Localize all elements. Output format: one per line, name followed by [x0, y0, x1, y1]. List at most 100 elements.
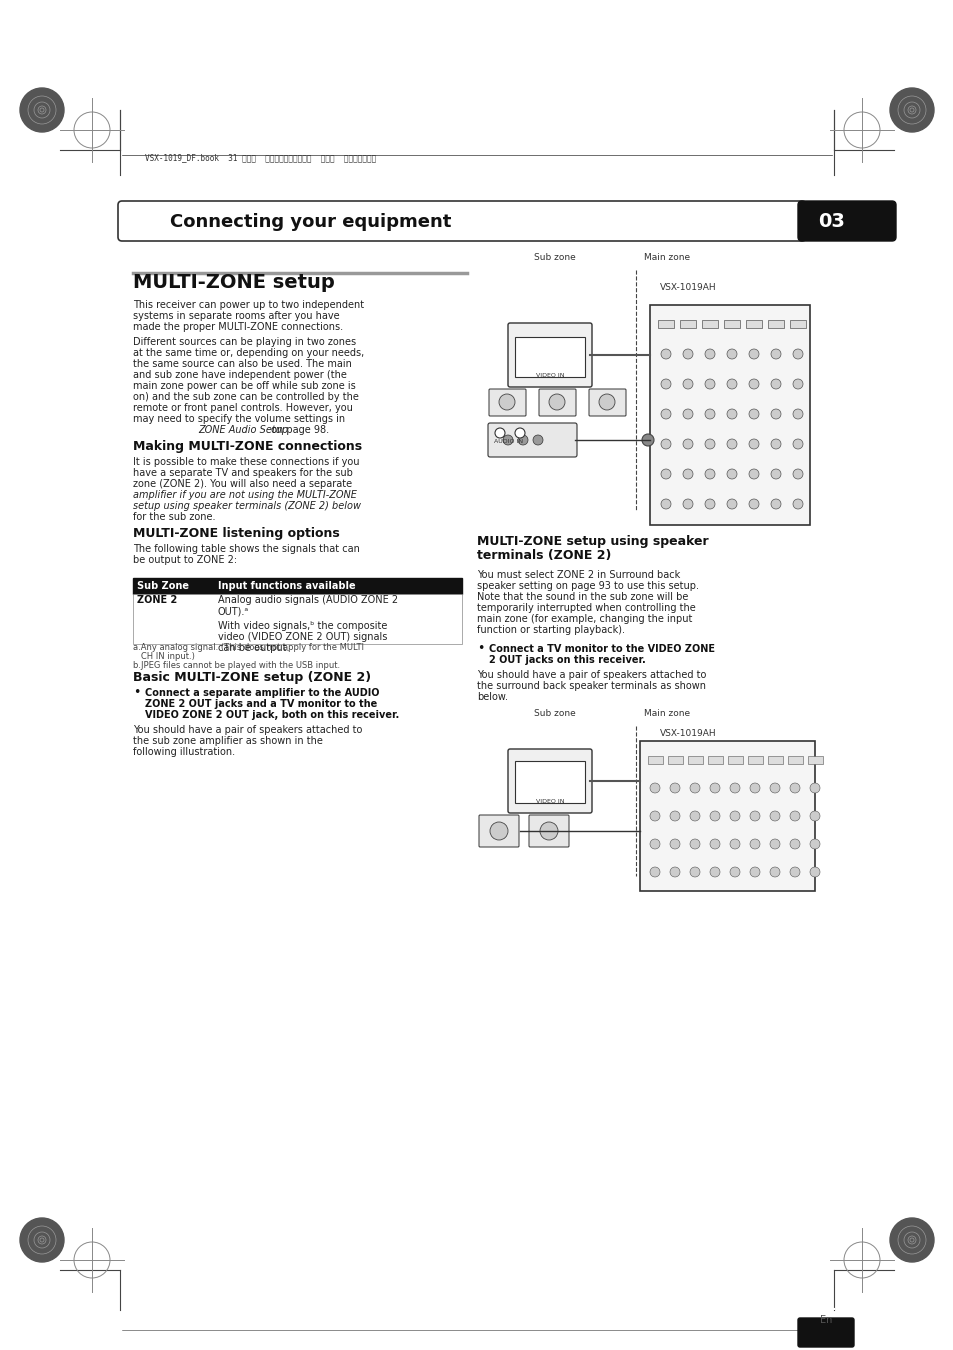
Circle shape [660, 468, 670, 479]
Bar [658, 320, 673, 328]
Text: MULTI-ZONE listening options: MULTI-ZONE listening options [132, 526, 339, 540]
Text: OUT).ᵃ: OUT).ᵃ [218, 606, 249, 616]
Circle shape [495, 428, 504, 437]
Circle shape [704, 409, 714, 418]
Circle shape [533, 435, 542, 446]
Bar [679, 320, 696, 328]
Text: AUDIO IN: AUDIO IN [494, 439, 522, 444]
Circle shape [809, 838, 820, 849]
Circle shape [649, 838, 659, 849]
Circle shape [502, 435, 513, 446]
Circle shape [809, 867, 820, 878]
Circle shape [749, 811, 760, 821]
Bar [647, 756, 662, 764]
Circle shape [660, 439, 670, 450]
Circle shape [669, 811, 679, 821]
Bar [515, 338, 584, 377]
Text: Sub zone: Sub zone [534, 709, 576, 718]
Bar [639, 741, 814, 891]
Bar [767, 756, 782, 764]
Text: You must select ZONE 2 in Surround back: You must select ZONE 2 in Surround back [476, 570, 679, 580]
Text: remote or front panel controls. However, you: remote or front panel controls. However,… [132, 404, 353, 413]
Circle shape [682, 379, 692, 389]
Text: at the same time or, depending on your needs,: at the same time or, depending on your n… [132, 348, 364, 358]
Circle shape [682, 350, 692, 359]
Text: VSX-1019_DF.book  31 ページ  ２００９年３月１３日  金曜日  午前９時５８分: VSX-1019_DF.book 31 ページ ２００９年３月１３日 金曜日 午… [145, 153, 375, 162]
Circle shape [726, 439, 737, 450]
Circle shape [889, 88, 933, 132]
Circle shape [704, 379, 714, 389]
Circle shape [709, 838, 720, 849]
Circle shape [792, 350, 802, 359]
Circle shape [749, 783, 760, 792]
Circle shape [769, 838, 780, 849]
Text: on page 98.: on page 98. [268, 425, 329, 435]
Bar [649, 305, 809, 525]
Circle shape [726, 350, 737, 359]
Text: main zone (for example, changing the input: main zone (for example, changing the inp… [476, 614, 692, 624]
Text: Sub zone: Sub zone [534, 252, 576, 262]
Circle shape [809, 811, 820, 821]
Circle shape [669, 783, 679, 792]
Circle shape [726, 500, 737, 509]
Bar [745, 320, 761, 328]
Text: the sub zone amplifier as shown in the: the sub zone amplifier as shown in the [132, 736, 322, 747]
Circle shape [726, 379, 737, 389]
Text: main zone power can be off while sub zone is: main zone power can be off while sub zon… [132, 381, 355, 392]
Text: and sub zone have independent power (the: and sub zone have independent power (the [132, 370, 347, 379]
Circle shape [660, 350, 670, 359]
Circle shape [660, 379, 670, 389]
Bar [723, 320, 740, 328]
Circle shape [709, 867, 720, 878]
Text: systems in separate rooms after you have: systems in separate rooms after you have [132, 310, 339, 321]
Circle shape [682, 409, 692, 418]
Text: VIDEO IN: VIDEO IN [536, 373, 563, 378]
Circle shape [517, 435, 527, 446]
Circle shape [726, 468, 737, 479]
Text: Main zone: Main zone [643, 709, 689, 718]
Circle shape [515, 428, 524, 437]
Text: on) and the sub zone can be controlled by the: on) and the sub zone can be controlled b… [132, 392, 358, 402]
Circle shape [726, 409, 737, 418]
Bar [667, 756, 682, 764]
Circle shape [682, 500, 692, 509]
Circle shape [20, 1218, 64, 1262]
Text: VSX-1019AH: VSX-1019AH [659, 284, 716, 292]
Circle shape [689, 811, 700, 821]
Circle shape [769, 811, 780, 821]
Text: •: • [132, 686, 140, 699]
Circle shape [669, 867, 679, 878]
Circle shape [598, 394, 615, 410]
Text: Sub Zone: Sub Zone [137, 580, 189, 591]
Circle shape [669, 838, 679, 849]
FancyBboxPatch shape [529, 815, 568, 846]
Circle shape [548, 394, 564, 410]
Circle shape [748, 439, 759, 450]
Circle shape [682, 468, 692, 479]
Circle shape [649, 811, 659, 821]
Bar [132, 594, 461, 644]
Bar [767, 320, 783, 328]
Text: VIDEO IN: VIDEO IN [536, 799, 563, 805]
Text: It is possible to make these connections if you: It is possible to make these connections… [132, 458, 359, 467]
Text: Main zone: Main zone [643, 252, 689, 262]
Text: 2 OUT jacks on this receiver.: 2 OUT jacks on this receiver. [489, 655, 645, 666]
Text: made the proper MULTI-ZONE connections.: made the proper MULTI-ZONE connections. [132, 323, 343, 332]
Circle shape [682, 439, 692, 450]
Circle shape [660, 409, 670, 418]
Circle shape [729, 783, 740, 792]
Text: following illustration.: following illustration. [132, 747, 234, 757]
Text: below.: below. [476, 693, 507, 702]
FancyBboxPatch shape [797, 201, 895, 242]
Circle shape [498, 394, 515, 410]
FancyBboxPatch shape [489, 389, 525, 416]
FancyBboxPatch shape [588, 389, 625, 416]
Circle shape [789, 783, 800, 792]
Text: setup using speaker terminals (ZONE 2) below: setup using speaker terminals (ZONE 2) b… [132, 501, 360, 512]
Circle shape [792, 409, 802, 418]
Circle shape [769, 867, 780, 878]
Circle shape [749, 867, 760, 878]
Text: You should have a pair of speakers attached to: You should have a pair of speakers attac… [132, 725, 362, 734]
Circle shape [748, 468, 759, 479]
Circle shape [649, 867, 659, 878]
